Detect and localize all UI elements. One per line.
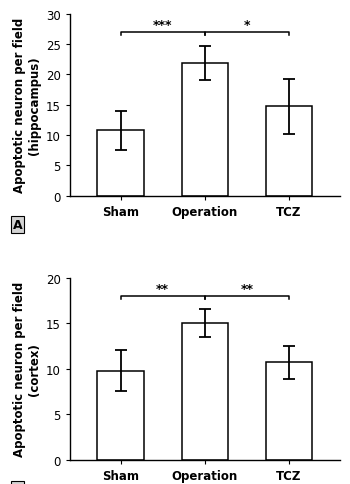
Text: ***: ***: [153, 19, 173, 32]
Text: **: **: [240, 282, 253, 295]
Bar: [182, 64, 228, 197]
Y-axis label: Apoptotic neuron per field
(hippocampus): Apoptotic neuron per field (hippocampus): [13, 18, 41, 193]
Text: B: B: [13, 483, 22, 484]
Text: **: **: [156, 282, 169, 295]
Y-axis label: Apoptotic neuron per field
(cortex): Apoptotic neuron per field (cortex): [13, 282, 41, 456]
Text: A: A: [13, 219, 22, 232]
Bar: [97, 371, 144, 460]
Text: *: *: [244, 19, 250, 32]
Bar: [97, 131, 144, 197]
Bar: [266, 107, 312, 197]
Bar: [182, 323, 228, 460]
Bar: [266, 363, 312, 460]
